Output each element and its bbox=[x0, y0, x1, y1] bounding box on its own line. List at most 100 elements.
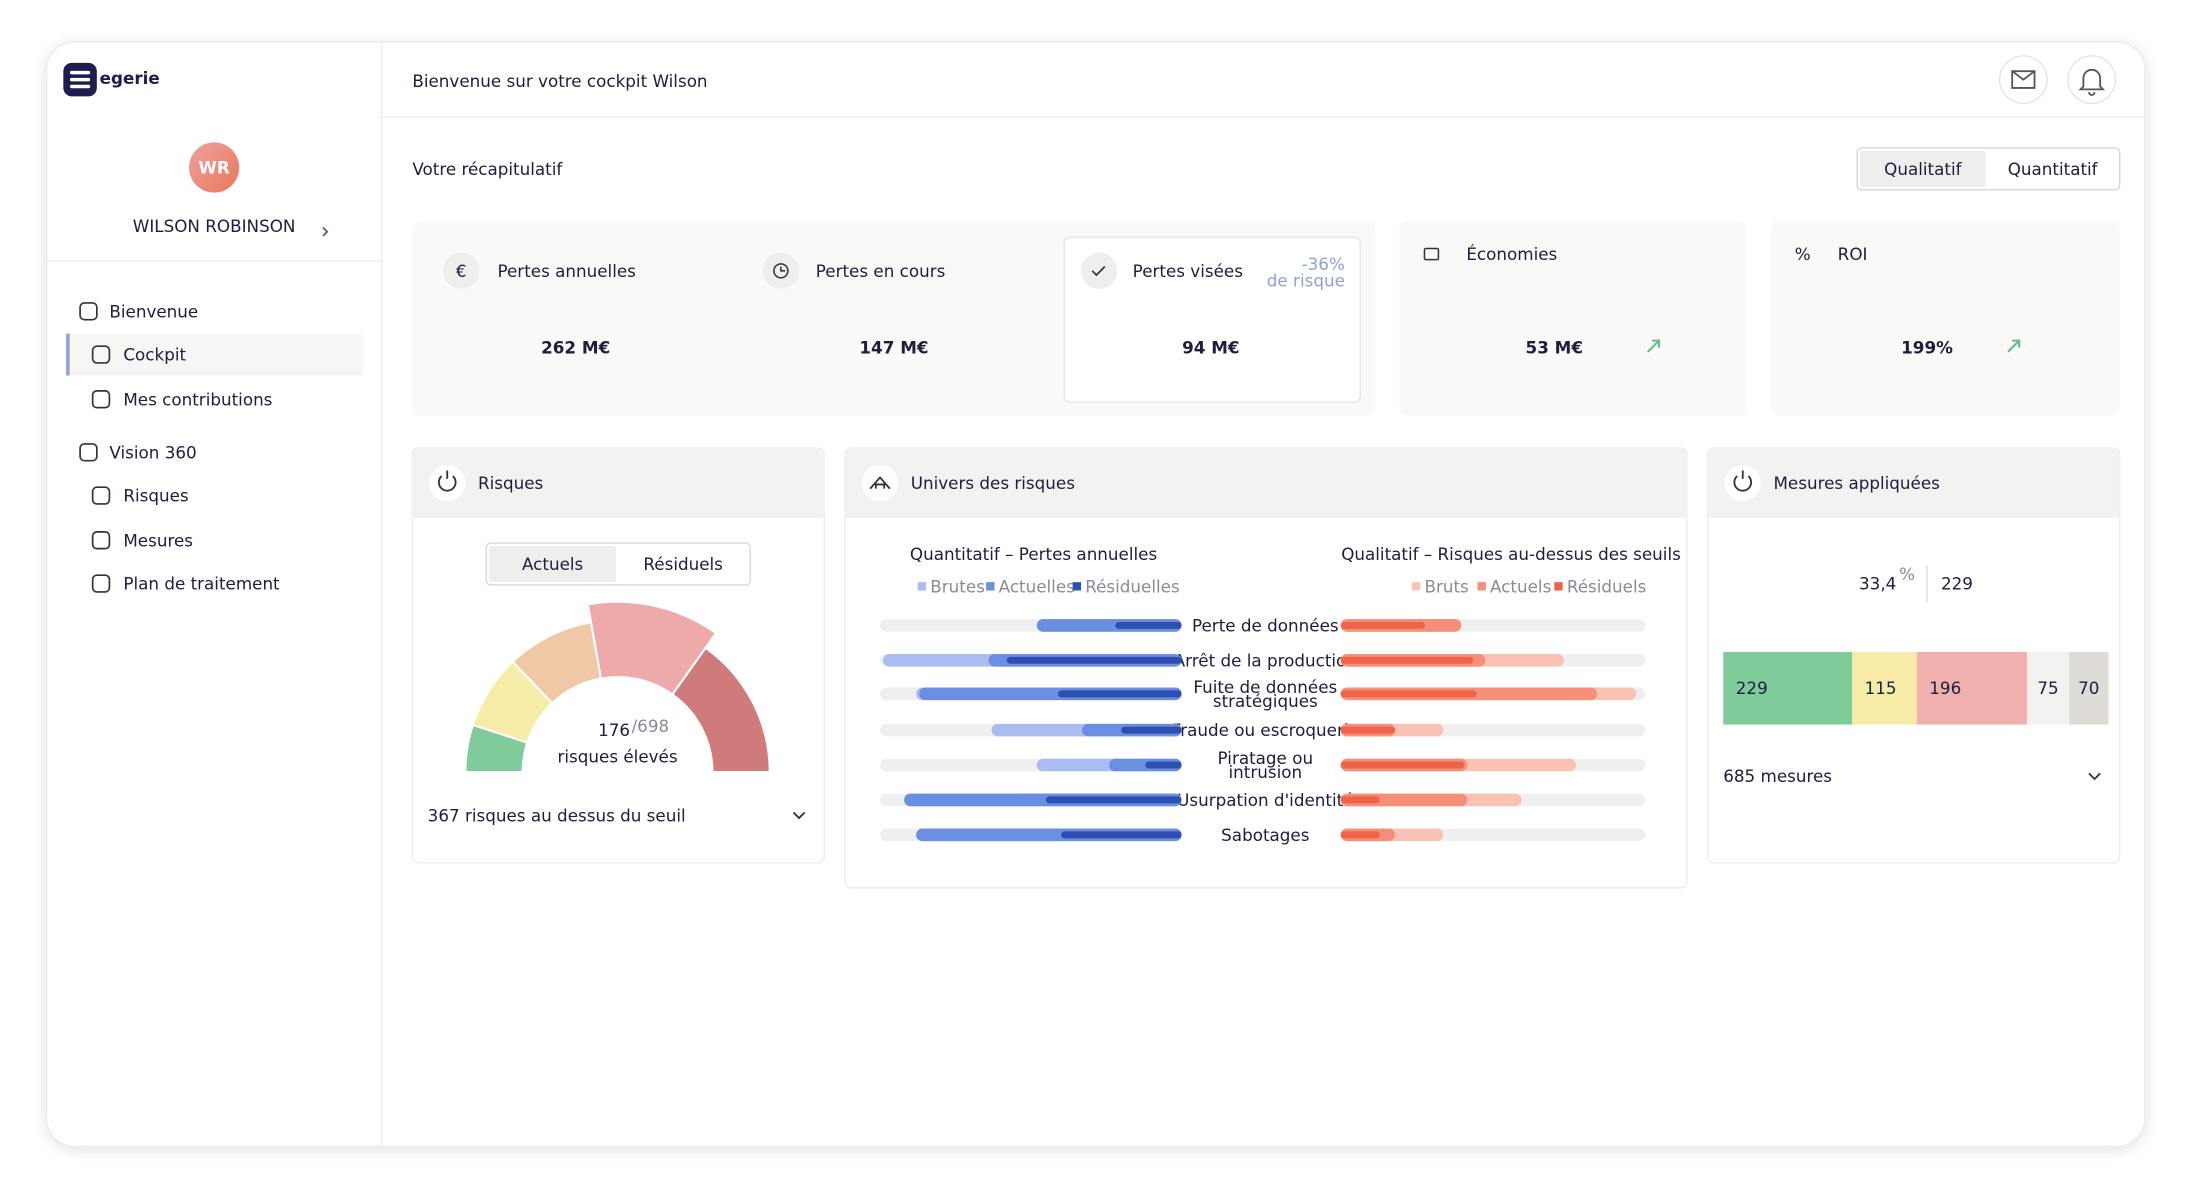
gauge-caption: risques élevés bbox=[558, 747, 678, 767]
nav-icon bbox=[79, 443, 98, 462]
bar bbox=[1057, 690, 1182, 698]
panel-header bbox=[845, 448, 1687, 518]
kpi-icon bbox=[773, 263, 789, 279]
kpi-label: ROI bbox=[1838, 244, 1868, 264]
legend-label: Résiduelles bbox=[1085, 576, 1179, 596]
summary-title: Votre récapitulatif bbox=[412, 159, 563, 179]
category-label: Sabotages bbox=[1221, 825, 1309, 845]
kpi-value: 199% bbox=[1901, 338, 1953, 358]
avatar[interactable] bbox=[188, 142, 240, 193]
legend-label: Brutes bbox=[930, 576, 985, 596]
mesures-footer[interactable]: 685 mesures bbox=[1723, 766, 1832, 786]
mesures-percent: 33,4 bbox=[1859, 574, 1896, 594]
kpi-symbol: € bbox=[456, 261, 467, 281]
panel-icon-glyph bbox=[869, 476, 891, 490]
toggle-option[interactable]: Qualitatif bbox=[1884, 159, 1962, 179]
toggle-option[interactable]: Quantitatif bbox=[2008, 159, 2099, 179]
category-label: Piratage ou bbox=[1218, 748, 1314, 768]
mail-icon bbox=[2011, 70, 2036, 89]
legend-label: Résiduels bbox=[1567, 576, 1647, 596]
nav-item[interactable]: Cockpit bbox=[123, 345, 186, 365]
kpi-value: 53 M€ bbox=[1526, 338, 1583, 358]
legend-swatch bbox=[1477, 582, 1486, 591]
nav-icon bbox=[91, 486, 111, 505]
kpi-icon-bg bbox=[443, 252, 480, 289]
category-label: Fraude ou escroquerie bbox=[1172, 720, 1359, 740]
legend-label: Bruts bbox=[1424, 576, 1468, 596]
nav-icon bbox=[91, 531, 111, 550]
mesures-percent-unit: % bbox=[1899, 564, 1915, 584]
kpi-value: 94 M€ bbox=[1182, 338, 1239, 358]
category-label: Usurpation d'identité bbox=[1177, 790, 1353, 810]
bar bbox=[1006, 656, 1182, 664]
trend-arrow bbox=[2007, 339, 2021, 353]
panel-title: Mesures appliquées bbox=[1773, 473, 1939, 493]
category-label: stratégiques bbox=[1213, 691, 1318, 711]
bar bbox=[1340, 761, 1465, 769]
kpi-symbol: % bbox=[1795, 244, 1811, 264]
measure-label: 196 bbox=[1929, 678, 1961, 698]
panel-icon bbox=[861, 464, 899, 502]
kpi-highlight bbox=[1063, 236, 1361, 403]
kpi-note: -36% bbox=[1302, 254, 1345, 274]
panel-header bbox=[412, 448, 825, 518]
bar bbox=[1340, 831, 1380, 839]
measure-segment bbox=[1723, 651, 1853, 725]
chevron[interactable] bbox=[792, 811, 806, 820]
legend-label: Actuels bbox=[1490, 576, 1551, 596]
bar bbox=[1340, 690, 1477, 698]
chevron[interactable] bbox=[2088, 772, 2101, 781]
gauge-total: /698 bbox=[632, 716, 670, 736]
legend-swatch bbox=[1072, 582, 1082, 591]
gauge-value: 176 bbox=[598, 720, 630, 740]
brand[interactable]: egerie bbox=[100, 68, 160, 88]
nav-item[interactable]: Bienvenue bbox=[109, 301, 198, 321]
user-name[interactable]: WILSON ROBINSON bbox=[133, 216, 296, 236]
measure-segment bbox=[1852, 651, 1917, 725]
bar bbox=[1121, 726, 1182, 734]
bar bbox=[1340, 656, 1474, 664]
bar bbox=[1115, 621, 1182, 629]
tab-active bbox=[489, 545, 617, 583]
nav-item[interactable]: Mes contributions bbox=[123, 389, 272, 409]
legend-swatch bbox=[1554, 582, 1563, 591]
nav-item[interactable]: Risques bbox=[123, 486, 188, 506]
panel-title: Risques bbox=[478, 473, 543, 493]
welcome: Bienvenue sur votre cockpit Wilson bbox=[412, 71, 707, 91]
risques-footer[interactable]: 367 risques au dessus du seuil bbox=[428, 805, 686, 825]
legend-label: Actuelles bbox=[999, 576, 1075, 596]
bar bbox=[1340, 621, 1426, 629]
tab[interactable]: Résiduels bbox=[643, 554, 723, 574]
nav-active-bg bbox=[67, 333, 364, 376]
avatar-initials: WR bbox=[198, 158, 229, 178]
trend-arrow bbox=[1647, 339, 1661, 353]
category-label: Perte de données bbox=[1192, 615, 1339, 635]
category-label: Fuite de données bbox=[1193, 677, 1337, 697]
bar bbox=[1045, 796, 1182, 804]
panel-header bbox=[1707, 448, 2120, 518]
measure-segment bbox=[2026, 651, 2070, 725]
user-chevron[interactable] bbox=[322, 226, 329, 237]
measure-label: 70 bbox=[2078, 678, 2099, 698]
mesures-count: 229 bbox=[1941, 574, 1973, 594]
nav-icon bbox=[91, 390, 111, 409]
category-label: Arrêt de la production bbox=[1174, 650, 1357, 670]
kpi-label: Pertes en cours bbox=[816, 261, 946, 281]
bell-button[interactable] bbox=[2067, 55, 2117, 105]
univers-panel: Univers des risques Quantitatif – Pertes… bbox=[844, 447, 1688, 889]
panel-icon-glyph bbox=[437, 470, 457, 492]
kpi-card bbox=[1770, 220, 2120, 417]
nav-item[interactable]: Plan de traitement bbox=[123, 574, 280, 594]
gauge-segment bbox=[586, 600, 718, 697]
kpi-card bbox=[1399, 220, 1747, 417]
kpi-value: 262 M€ bbox=[541, 338, 610, 358]
bar bbox=[1145, 761, 1182, 769]
measure-label: 115 bbox=[1865, 678, 1897, 698]
measure-label: 75 bbox=[2037, 678, 2058, 698]
kpi-value: 147 M€ bbox=[859, 338, 928, 358]
nav-item[interactable]: Vision 360 bbox=[109, 442, 196, 462]
tab[interactable]: Actuels bbox=[522, 554, 583, 574]
bar bbox=[1340, 726, 1395, 734]
nav-item[interactable]: Mesures bbox=[123, 530, 193, 550]
